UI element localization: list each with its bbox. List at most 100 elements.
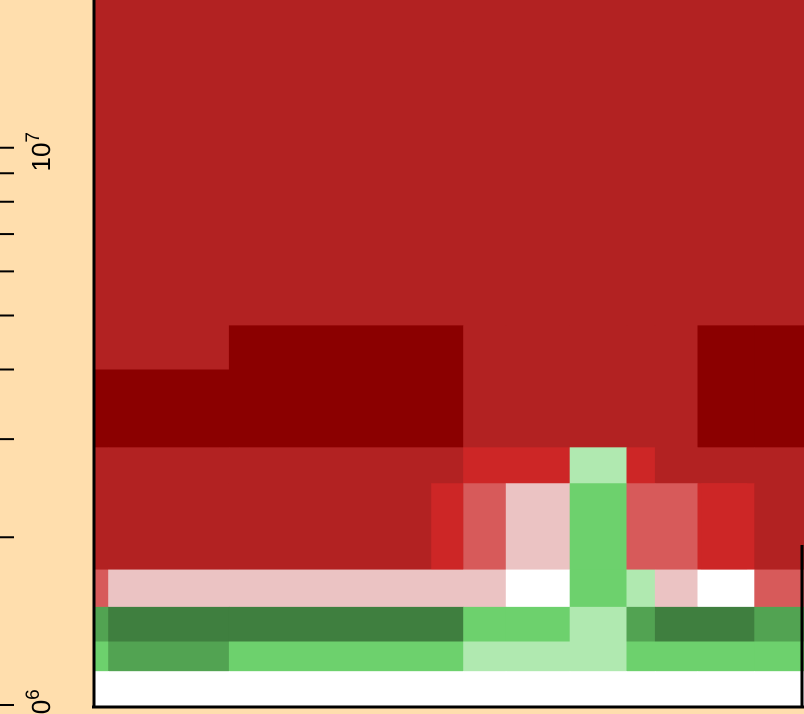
heatmap-cell (698, 370, 755, 448)
heatmap-cell (506, 570, 571, 608)
heatmap-cell (655, 42, 698, 326)
heatmap-cell (463, 0, 506, 42)
y-tick-base: 10 (26, 143, 56, 172)
heatmap-cell (108, 570, 229, 608)
y-tick-exponent: 6 (23, 689, 44, 700)
heatmap-cell (229, 370, 464, 448)
heatmap-cell (108, 325, 229, 370)
heatmap-cell (701, 483, 747, 569)
heatmap-cell (698, 42, 755, 326)
heatmap-cell (570, 607, 627, 642)
heatmap-cell (627, 570, 656, 608)
heatmap-cell (754, 42, 804, 326)
heatmap-cells (94, 0, 804, 706)
heatmap-cell (463, 642, 506, 672)
heatmap-cell (627, 447, 656, 484)
heatmap-cell (627, 42, 656, 326)
heatmap-cell (463, 570, 506, 608)
heatmap-cell (506, 325, 571, 370)
heatmap-cell (506, 370, 571, 448)
heatmap-cell (431, 483, 463, 569)
heatmap-cell (506, 42, 571, 326)
heatmap-cell (229, 0, 464, 42)
heatmap-cell (570, 671, 627, 705)
heatmap-cell (754, 325, 804, 370)
heatmap-cell (698, 325, 755, 370)
heatmap-cell (463, 370, 506, 448)
heatmap-cell (627, 483, 656, 570)
heatmap-cell (94, 570, 109, 608)
heatmap-cell (754, 0, 804, 42)
heatmap-cell (655, 483, 698, 570)
heatmap-cell (94, 642, 109, 672)
heatmap-cell (570, 642, 627, 672)
heatmap-cell (754, 642, 804, 672)
heatmap-cell (506, 607, 571, 642)
heatmap-cell (108, 370, 229, 448)
heatmap-cell (570, 447, 627, 484)
heatmap-cell (570, 370, 627, 448)
heatmap-cell (463, 671, 506, 705)
heatmap-cell (108, 483, 229, 570)
heatmap-cell (698, 607, 755, 642)
heatmap-cell (570, 325, 627, 370)
heatmap-cell (627, 607, 656, 642)
heatmap-cell (655, 325, 698, 370)
heatmap-cell (655, 671, 698, 705)
heatmap-cell (108, 671, 229, 705)
heatmap-cell (94, 483, 109, 570)
y-tick-base: 10 (26, 700, 56, 714)
heatmap-cell (698, 642, 755, 672)
heatmap-cell (570, 42, 627, 326)
heatmap-cell (229, 607, 464, 642)
heatmap-cell (94, 671, 109, 705)
heatmap-cell (506, 483, 571, 570)
heatmap-cell (94, 607, 109, 642)
heatmap-cell (754, 447, 804, 484)
heatmap-cell (108, 607, 229, 642)
heatmap-cell (108, 447, 229, 484)
heatmap-cell (506, 0, 571, 42)
heatmap-cell (506, 671, 571, 705)
heatmap-cell (94, 42, 109, 326)
heatmap-cell (108, 642, 229, 672)
heatmap-cell (698, 447, 755, 484)
heatmap-cell (463, 483, 506, 570)
heatmap-cell (698, 671, 755, 705)
heatmap-cell (229, 42, 464, 326)
heatmap-cell (570, 0, 627, 42)
heatmap-cell (627, 642, 656, 672)
heatmap-cell (627, 0, 656, 42)
heatmap-cell (655, 0, 698, 42)
heatmap-cell (94, 447, 109, 484)
heatmap-cell (463, 42, 506, 326)
heatmap-cell (463, 447, 506, 484)
heatmap-cell (506, 447, 571, 484)
heatmap-cell (463, 607, 506, 642)
heatmap-cell (570, 570, 627, 608)
heatmap-cell (570, 483, 627, 570)
heatmap-cell (655, 370, 698, 448)
heatmap-cell (94, 0, 109, 42)
heatmap-cell (463, 325, 506, 370)
heatmap-cell (108, 42, 229, 326)
heatmap-cell (94, 370, 109, 448)
heatmap-cell (229, 570, 464, 608)
heatmap-cell (754, 370, 804, 448)
heatmap-cell (754, 607, 804, 642)
heatmap-cell (229, 642, 464, 672)
heatmap-cell (754, 483, 804, 570)
y-tick-exponent: 7 (23, 132, 44, 143)
heatmap-cell (94, 325, 109, 370)
heatmap-cell (655, 447, 698, 484)
heatmap-cell (229, 447, 464, 484)
heatmap-cell (506, 642, 571, 672)
heatmap-cell (627, 370, 656, 448)
heatmap-cell (627, 671, 656, 705)
heatmap-cell (229, 671, 464, 705)
heatmap-cell (229, 483, 464, 570)
heatmap-cell (229, 325, 464, 370)
heatmap-cell (754, 570, 804, 608)
